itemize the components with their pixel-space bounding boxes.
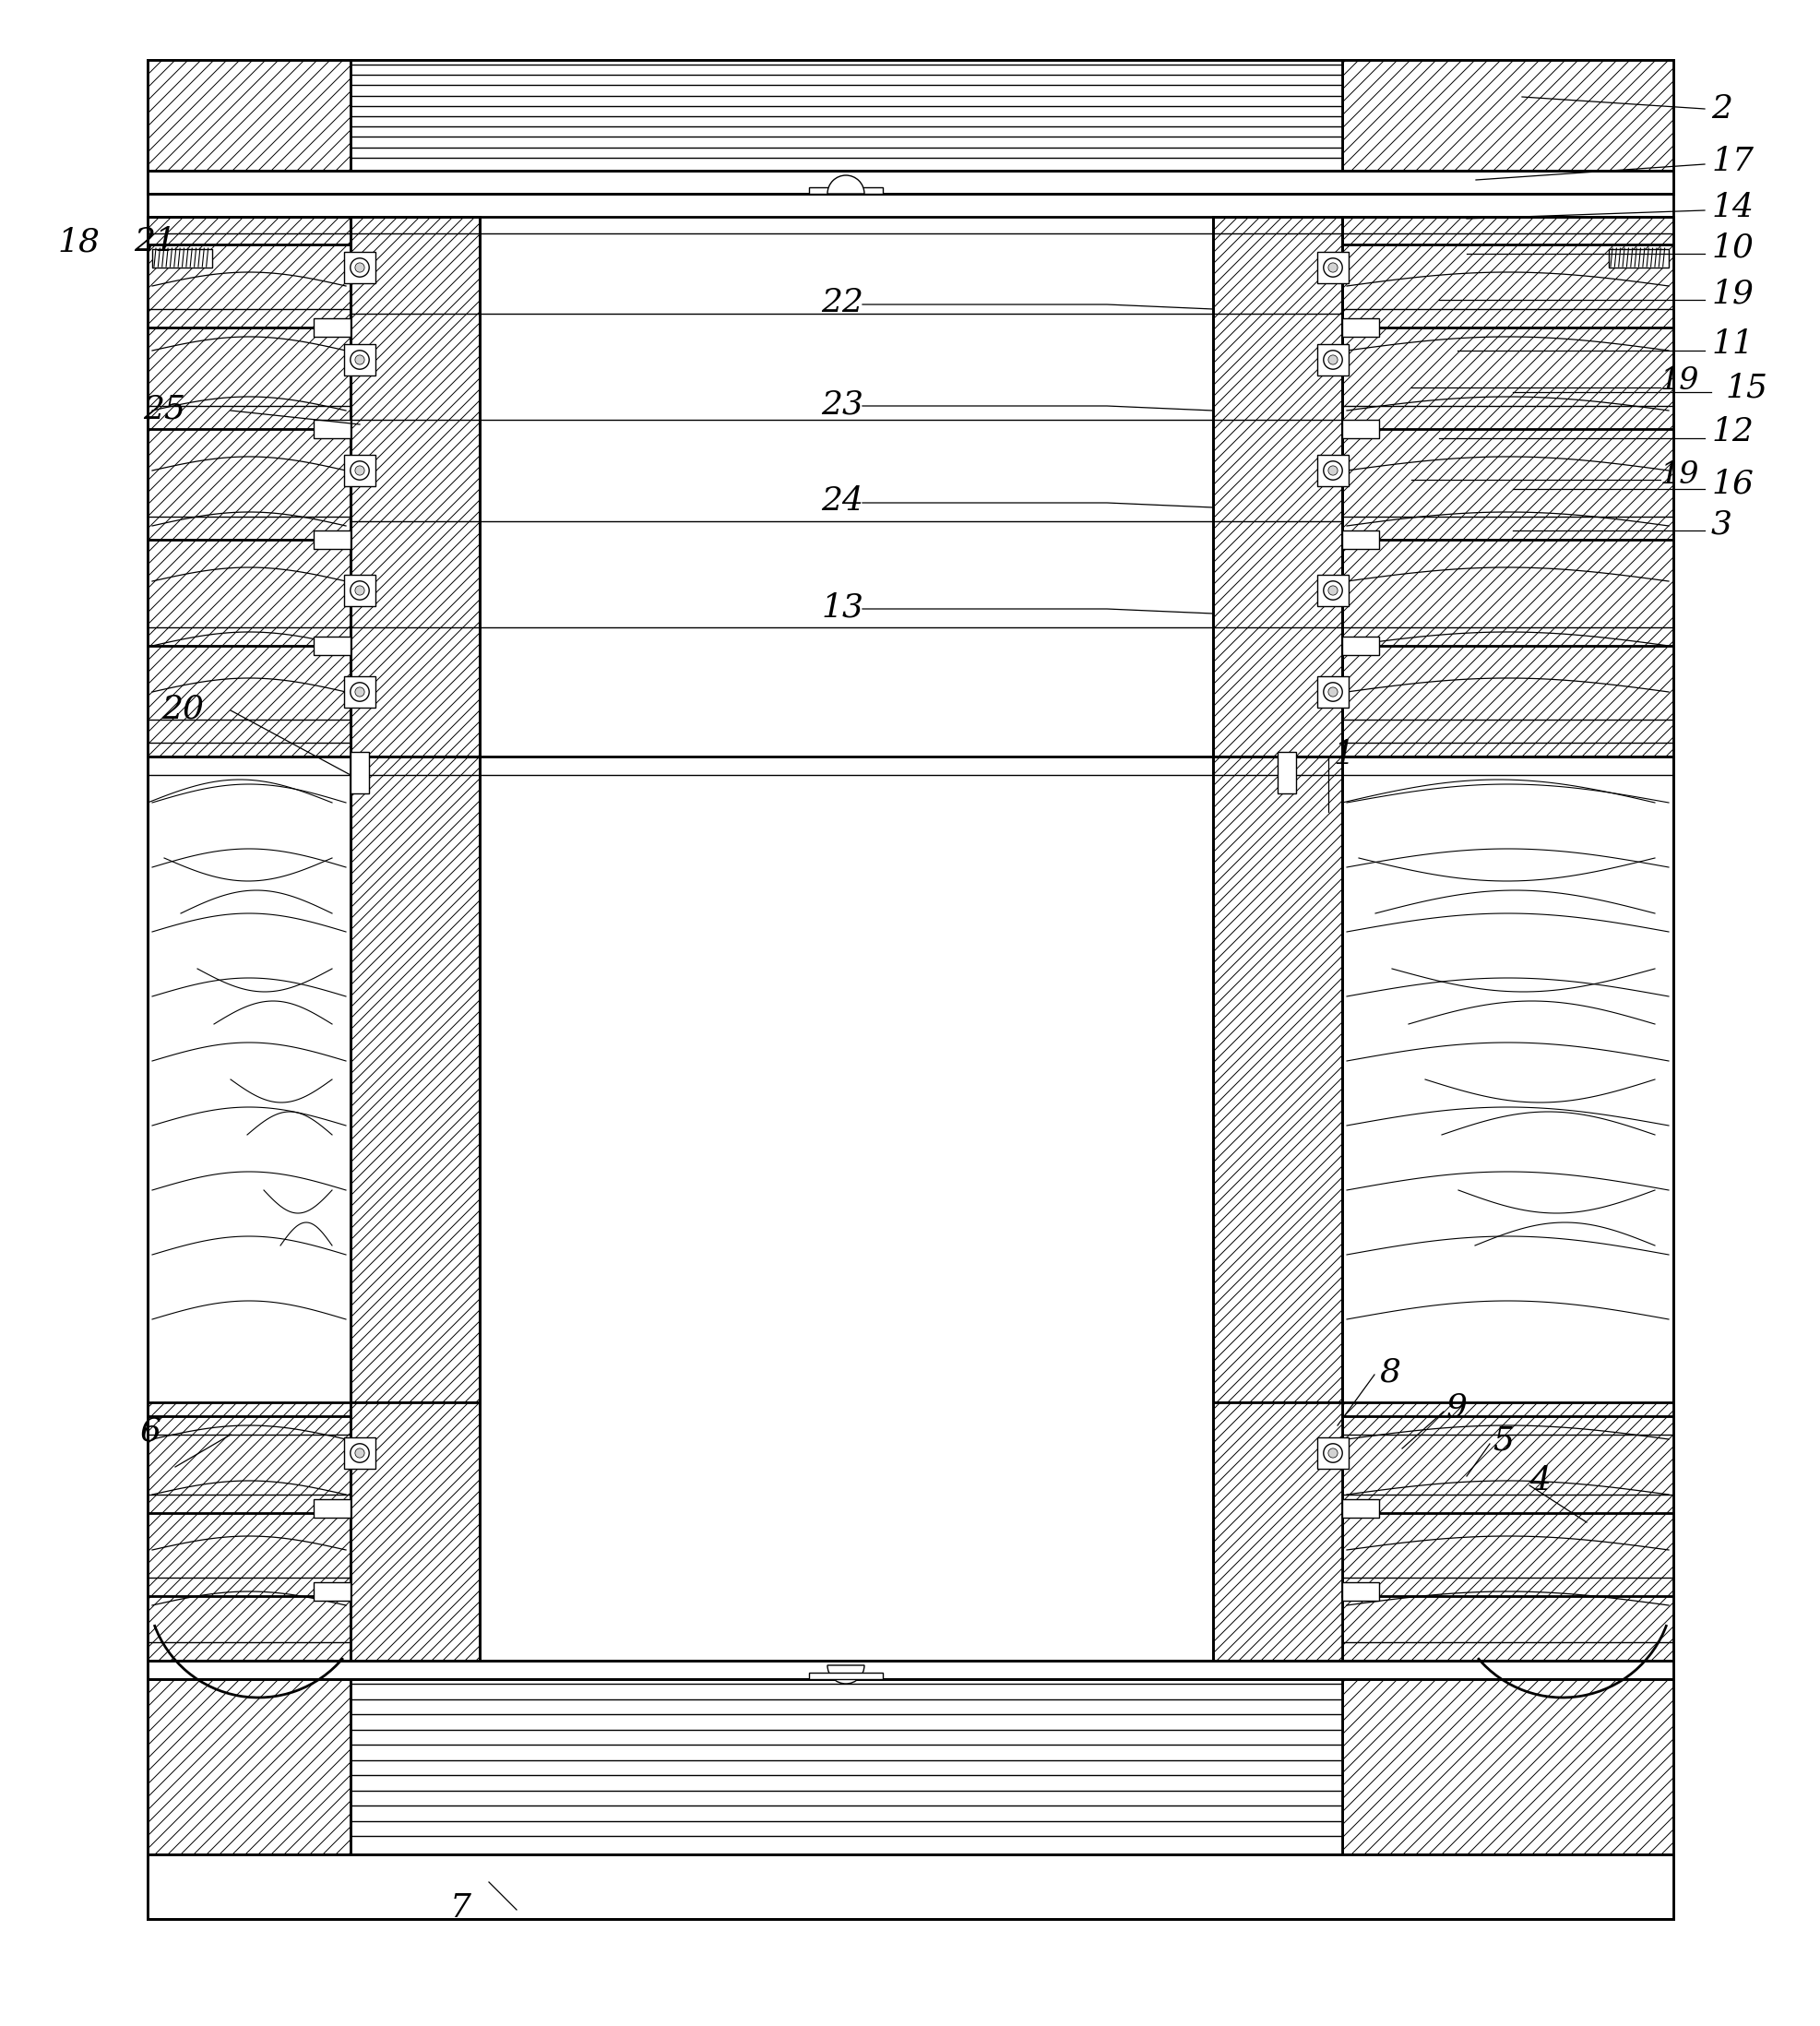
Circle shape (355, 687, 364, 697)
Bar (1316, 344, 1349, 375)
Text: 25: 25 (144, 393, 186, 423)
Text: 3: 3 (1711, 509, 1731, 539)
Bar (147, 1661, 1673, 1680)
Bar (1341, 636, 1378, 654)
Bar (147, 1854, 1673, 1919)
Bar (1212, 1402, 1341, 1661)
Circle shape (1327, 1449, 1338, 1459)
Bar (147, 61, 351, 170)
Bar (147, 217, 351, 756)
Text: 19: 19 (1660, 460, 1698, 490)
Bar (1341, 217, 1673, 756)
Bar (344, 575, 375, 606)
Text: 24: 24 (821, 486, 863, 517)
Wedge shape (826, 1665, 864, 1684)
Text: 21: 21 (133, 227, 177, 257)
Bar (313, 419, 351, 438)
Bar (351, 1680, 1341, 1854)
Bar (344, 251, 375, 284)
Bar (1316, 251, 1349, 284)
Bar (1316, 575, 1349, 606)
Text: 7: 7 (450, 1892, 471, 1923)
Circle shape (355, 1449, 364, 1459)
Bar (1341, 1402, 1673, 1661)
Bar (1341, 1582, 1378, 1601)
Bar (351, 756, 479, 1402)
Text: 4: 4 (1529, 1465, 1551, 1497)
Text: 9: 9 (1445, 1392, 1467, 1422)
Circle shape (1327, 586, 1338, 596)
Bar (147, 1680, 351, 1854)
Bar (147, 61, 1673, 1919)
Text: 19: 19 (1711, 278, 1753, 310)
Bar (313, 531, 351, 549)
Bar (313, 318, 351, 336)
Circle shape (1327, 263, 1338, 271)
Bar (344, 454, 375, 486)
Text: 22: 22 (821, 288, 863, 318)
Bar (344, 677, 375, 707)
Circle shape (355, 586, 364, 596)
Bar (1316, 1436, 1349, 1469)
Text: 13: 13 (821, 592, 863, 622)
Circle shape (355, 355, 364, 365)
Wedge shape (826, 176, 864, 194)
Bar (1341, 318, 1378, 336)
Bar (1278, 752, 1296, 794)
Bar (808, 1673, 883, 1680)
Text: 16: 16 (1711, 468, 1753, 498)
Text: 1: 1 (1332, 739, 1354, 770)
Bar (344, 344, 375, 375)
Circle shape (1327, 466, 1338, 476)
Bar (147, 170, 1673, 194)
Text: 18: 18 (56, 227, 100, 257)
Text: 8: 8 (1378, 1357, 1400, 1388)
Bar (1341, 1499, 1378, 1517)
Bar (1212, 756, 1341, 1402)
Text: 6: 6 (140, 1416, 162, 1447)
Bar (313, 1582, 351, 1601)
Bar (351, 217, 479, 756)
Bar (153, 249, 213, 267)
Bar (313, 636, 351, 654)
Text: 14: 14 (1711, 192, 1753, 223)
Bar (351, 1402, 479, 1661)
Text: 10: 10 (1711, 231, 1753, 263)
Bar (1316, 677, 1349, 707)
Bar (1316, 454, 1349, 486)
Text: 11: 11 (1711, 328, 1753, 361)
Bar (1212, 217, 1341, 756)
Bar (1607, 249, 1667, 267)
Bar (808, 186, 883, 194)
Bar (351, 752, 369, 794)
Circle shape (1327, 355, 1338, 365)
Circle shape (355, 263, 364, 271)
Bar (1341, 419, 1378, 438)
Bar (1341, 1680, 1673, 1854)
Bar (1341, 531, 1378, 549)
Text: 15: 15 (1724, 373, 1767, 403)
Bar (479, 756, 1212, 1402)
Bar (147, 1402, 351, 1661)
Circle shape (355, 466, 364, 476)
Text: 17: 17 (1711, 146, 1753, 176)
Text: 5: 5 (1492, 1426, 1512, 1457)
Text: 19: 19 (1660, 367, 1698, 395)
Text: 23: 23 (821, 389, 863, 419)
Text: 2: 2 (1711, 93, 1731, 124)
Bar (351, 61, 1341, 170)
Bar (344, 1436, 375, 1469)
Text: 20: 20 (162, 693, 204, 723)
Bar (313, 1499, 351, 1517)
Text: 12: 12 (1711, 415, 1753, 448)
Bar (1341, 61, 1673, 170)
Circle shape (1327, 687, 1338, 697)
